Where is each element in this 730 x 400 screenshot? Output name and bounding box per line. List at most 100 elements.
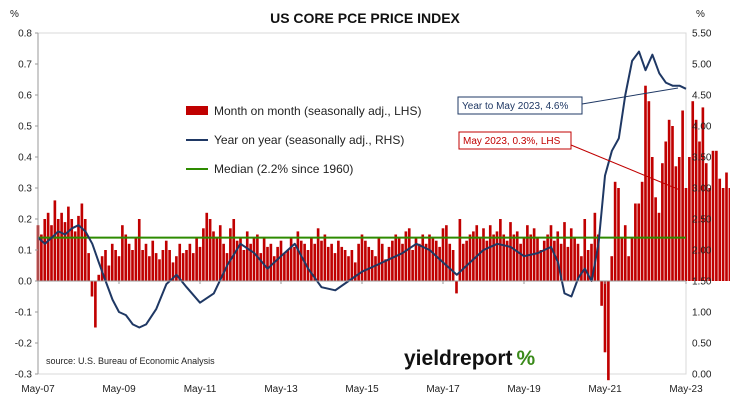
left-tick-label: 0.2 bbox=[18, 215, 32, 226]
left-tick-label: -0.3 bbox=[15, 370, 33, 381]
mom-bar bbox=[542, 240, 546, 281]
axis-layer bbox=[35, 32, 687, 375]
mom-bar bbox=[634, 203, 637, 281]
mom-bar bbox=[181, 253, 185, 281]
mom-bar bbox=[414, 237, 418, 281]
mom-bar bbox=[127, 243, 131, 281]
mom-bar bbox=[546, 234, 549, 281]
mom-bar bbox=[627, 256, 630, 281]
mom-bar bbox=[549, 225, 553, 281]
mom-bar bbox=[684, 188, 688, 281]
mom-bar bbox=[306, 250, 310, 281]
mom-bar bbox=[191, 253, 195, 281]
mom-bar bbox=[569, 228, 573, 281]
right-tick-label: 3.00 bbox=[692, 184, 712, 195]
mom-bar bbox=[310, 237, 313, 281]
right-tick-label: 1.00 bbox=[692, 308, 712, 319]
right-tick-label: 5.50 bbox=[692, 29, 712, 40]
mom-bar bbox=[367, 246, 371, 281]
right-tick-label: 0.50 bbox=[692, 339, 712, 350]
brand-wordmark: yieldreport bbox=[404, 347, 513, 370]
mom-bar bbox=[286, 250, 290, 281]
mom-bar bbox=[107, 265, 111, 281]
mom-bar bbox=[688, 157, 691, 281]
mom-bar bbox=[667, 119, 671, 281]
mom-bar bbox=[141, 250, 144, 281]
mom-bar bbox=[438, 246, 441, 281]
legend-label: Year on year (seasonally adj., RHS) bbox=[214, 133, 404, 147]
legend-swatch-bar bbox=[186, 106, 208, 115]
mom-bar bbox=[451, 250, 455, 281]
mom-bar bbox=[134, 237, 138, 281]
mom-bar bbox=[576, 243, 580, 281]
mom-bar bbox=[343, 250, 347, 281]
mom-bar bbox=[137, 219, 141, 281]
mom-bar bbox=[434, 240, 438, 281]
mom-bar bbox=[458, 219, 462, 281]
mom-bar bbox=[323, 234, 327, 281]
mom-bar bbox=[171, 262, 175, 281]
mom-bar bbox=[63, 222, 67, 281]
mom-bar bbox=[87, 253, 90, 281]
right-tick-label: 3.50 bbox=[692, 153, 712, 164]
x-tick-label: May-07 bbox=[21, 384, 55, 395]
mom-bar bbox=[296, 231, 300, 281]
right-tick-label: 4.50 bbox=[692, 91, 712, 102]
mom-bar bbox=[677, 157, 681, 281]
callout-mom-leader bbox=[570, 144, 681, 191]
mom-bar bbox=[559, 243, 563, 281]
mom-bar bbox=[610, 256, 614, 281]
mom-bar bbox=[711, 150, 715, 281]
x-tick-label: May-21 bbox=[588, 384, 622, 395]
chart-title: US CORE PCE PRICE INDEX bbox=[270, 10, 460, 26]
mom-bar bbox=[654, 197, 657, 281]
mom-bar bbox=[222, 243, 225, 281]
mom-bar bbox=[590, 243, 593, 281]
mom-bar bbox=[391, 240, 394, 281]
mom-bar bbox=[377, 237, 381, 281]
mom-bar bbox=[73, 231, 77, 281]
mom-bar bbox=[249, 243, 252, 281]
x-tick-label: May-11 bbox=[184, 384, 217, 395]
mom-bar bbox=[691, 101, 695, 281]
mom-bar bbox=[198, 246, 202, 281]
left-tick-label: 0.4 bbox=[18, 153, 32, 164]
mom-bar bbox=[623, 225, 627, 281]
mom-bar bbox=[330, 243, 333, 281]
mom-bar bbox=[502, 234, 506, 281]
mom-bar bbox=[441, 228, 445, 281]
mom-bar bbox=[556, 231, 560, 281]
mom-bar bbox=[485, 240, 489, 281]
mom-bar bbox=[492, 234, 495, 281]
mom-bar bbox=[424, 243, 428, 281]
mom-bar bbox=[350, 250, 354, 281]
callout-yoy-leader bbox=[581, 87, 679, 105]
mom-bar bbox=[242, 250, 246, 281]
mom-bar bbox=[620, 237, 624, 281]
mom-bar bbox=[661, 163, 664, 281]
mom-bar bbox=[644, 85, 647, 281]
mom-bar bbox=[178, 243, 182, 281]
mom-bar bbox=[657, 212, 661, 281]
mom-bar bbox=[725, 172, 728, 281]
mom-bar bbox=[229, 228, 232, 281]
legend-label: Median (2.2% since 1960) bbox=[214, 162, 353, 176]
mom-bar bbox=[718, 178, 722, 281]
mom-bar bbox=[195, 237, 198, 281]
callout-mom-text: May 2023, 0.3%, LHS bbox=[463, 136, 561, 147]
mom-bar bbox=[90, 281, 94, 297]
source-note: source: U.S. Bureau of Economic Analysis bbox=[46, 356, 215, 366]
mom-bar bbox=[60, 212, 63, 281]
mom-bar bbox=[404, 231, 408, 281]
mom-bar bbox=[418, 243, 421, 281]
mom-bar bbox=[161, 250, 165, 281]
mom-bar bbox=[515, 231, 519, 281]
mom-bar bbox=[637, 203, 641, 281]
brand-percent: % bbox=[517, 347, 536, 370]
mom-bar bbox=[482, 228, 485, 281]
mom-bar bbox=[475, 225, 479, 281]
mom-bar bbox=[272, 256, 276, 281]
mom-bar bbox=[617, 188, 620, 281]
